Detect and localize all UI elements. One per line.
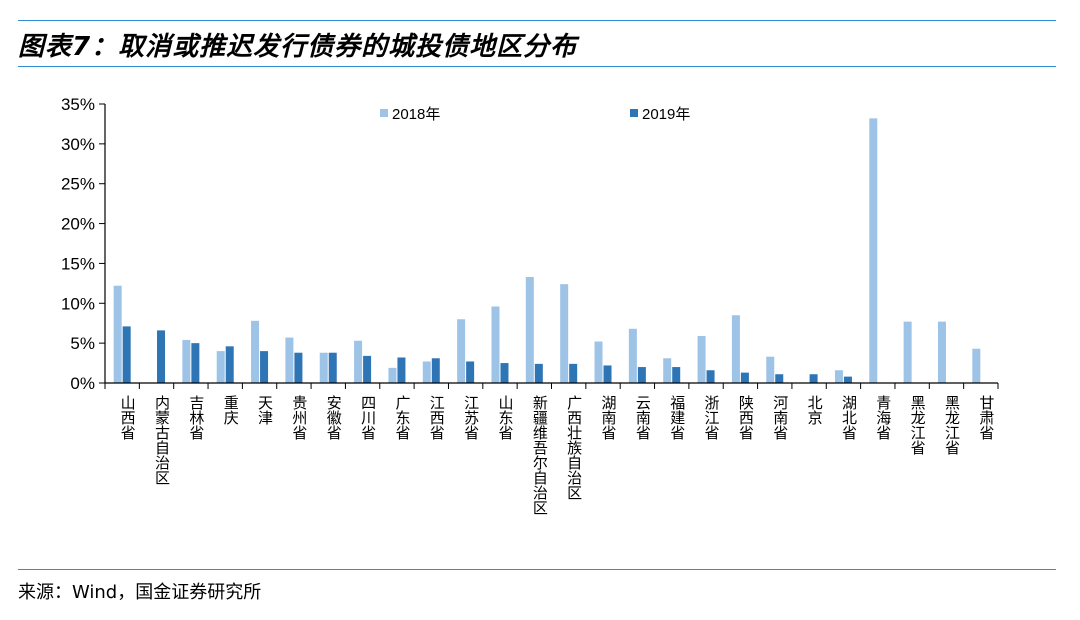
- bar-2018: [972, 348, 981, 383]
- bar-2018: [422, 361, 431, 383]
- x-tick-label: 山西省: [119, 395, 136, 440]
- y-axis-ticks: 0% 5% 10% 15% 20% 25% 30% 35%: [61, 95, 105, 393]
- x-axis-labels: 山西省 内蒙古自治区 吉林省 重庆 天津 贵州省 安徽省 四川省 广东省 江西省 江苏省 山东省 新疆维…: [119, 395, 995, 515]
- bar-2018: [697, 335, 706, 383]
- y-tick-label: 15%: [61, 254, 95, 273]
- bottom-rule: [18, 569, 1056, 570]
- bar-2019: [775, 374, 784, 383]
- bar-2019: [809, 374, 818, 383]
- bar-2019: [534, 363, 543, 383]
- legend-label-2018: 2018年: [392, 106, 440, 123]
- x-tick-label: 内蒙古自治区: [153, 395, 170, 485]
- x-tick-label: 广西壮族自治区: [565, 395, 582, 500]
- bar-2019: [843, 376, 852, 383]
- y-tick-label: 20%: [61, 215, 95, 234]
- legend-swatch-2019: [630, 109, 638, 117]
- bar-2019: [294, 352, 303, 383]
- bar-2018: [216, 351, 225, 383]
- x-tick-label: 甘肃省: [977, 395, 994, 440]
- x-tick-label: 湖南省: [600, 395, 617, 440]
- bar-2018: [182, 339, 191, 383]
- bar-2019: [706, 370, 715, 383]
- x-tick-label: 云南省: [634, 395, 651, 440]
- x-tick-label: 四川省: [359, 395, 376, 440]
- bar-2019: [191, 343, 200, 383]
- bar-2018: [766, 356, 775, 383]
- bar-2019: [260, 351, 269, 383]
- bar-2018: [628, 328, 637, 383]
- bar-chart: 0% 5% 10% 15% 20% 25% 30% 35% 山西省 内蒙古自治区 吉林省 重庆 天津贵…: [61, 95, 999, 515]
- source-note: 来源：Wind，国金证券研究所: [18, 582, 262, 603]
- bar-2018: [869, 118, 878, 383]
- x-tick-label: 安徽省: [325, 395, 342, 440]
- bar-2019: [603, 365, 612, 383]
- y-tick-label: 10%: [61, 294, 95, 313]
- x-tick-label: 广东省: [393, 395, 410, 440]
- bar-2018: [285, 337, 294, 383]
- legend-label-2019: 2019年: [642, 106, 690, 123]
- bars: [113, 118, 981, 383]
- legend: 2018年 2019年: [380, 106, 690, 123]
- bar-2019: [328, 352, 337, 383]
- bar-2018: [663, 358, 672, 383]
- bar-2019: [466, 361, 475, 383]
- bar-2019: [672, 367, 681, 383]
- bar-2019: [397, 357, 406, 383]
- bar-2018: [319, 352, 328, 383]
- bar-2018: [937, 321, 946, 383]
- bar-2018: [388, 367, 397, 383]
- x-tick-label: 黑龙江省: [943, 395, 960, 455]
- x-tick-label: 北京: [806, 395, 823, 426]
- bar-2018: [113, 285, 122, 383]
- bar-2018: [834, 370, 843, 383]
- x-tick-label: 陕西省: [737, 395, 754, 440]
- x-tick-label: 新疆维吾尔自治区: [531, 395, 548, 515]
- x-tick-label: 湖北省: [840, 395, 857, 440]
- x-tick-label: 黑龙江省: [909, 395, 926, 455]
- bar-2019: [637, 367, 646, 383]
- x-tick-label: 河南省: [771, 395, 788, 440]
- x-tick-label: 福建省: [668, 395, 685, 440]
- y-tick-label: 5%: [70, 334, 95, 353]
- bar-2019: [431, 358, 440, 383]
- x-tick-label: 江西省: [428, 395, 445, 440]
- bar-2019: [225, 346, 234, 383]
- bar-2018: [354, 340, 363, 383]
- bar-2019: [500, 363, 509, 383]
- x-tick-label: 吉林省: [187, 395, 204, 440]
- x-tick-label: 天津: [256, 395, 273, 425]
- figure-title: 图表7：取消或推迟发行债券的城投债地区分布: [18, 32, 578, 62]
- bar-2018: [594, 341, 603, 383]
- top-rule: [18, 20, 1056, 21]
- axes: [104, 104, 999, 389]
- bar-2019: [157, 330, 166, 383]
- bar-2018: [731, 315, 740, 383]
- bar-2018: [903, 321, 912, 383]
- bar-2018: [251, 320, 260, 383]
- x-tick-label: 江苏省: [462, 395, 479, 440]
- x-tick-label: 重庆: [222, 395, 239, 425]
- x-tick-label: 山东省: [496, 395, 513, 440]
- y-tick-label: 25%: [61, 175, 95, 194]
- bar-2018: [457, 319, 466, 383]
- bar-2019: [569, 363, 578, 383]
- bar-2019: [363, 355, 372, 383]
- bar-2018: [525, 276, 534, 383]
- bar-2018: [491, 306, 500, 383]
- bar-2018: [560, 284, 569, 383]
- y-tick-label: 35%: [61, 95, 95, 114]
- x-tick-label: 贵州省: [290, 395, 307, 440]
- y-tick-label: 30%: [61, 135, 95, 154]
- y-tick-label: 0%: [70, 374, 95, 393]
- legend-swatch-2018: [380, 109, 388, 117]
- x-tick-label: 浙江省: [703, 395, 720, 440]
- bar-2019: [122, 326, 131, 383]
- title-rule: [18, 66, 1056, 67]
- bar-2019: [740, 372, 749, 383]
- x-tick-label: 青海省: [874, 395, 891, 440]
